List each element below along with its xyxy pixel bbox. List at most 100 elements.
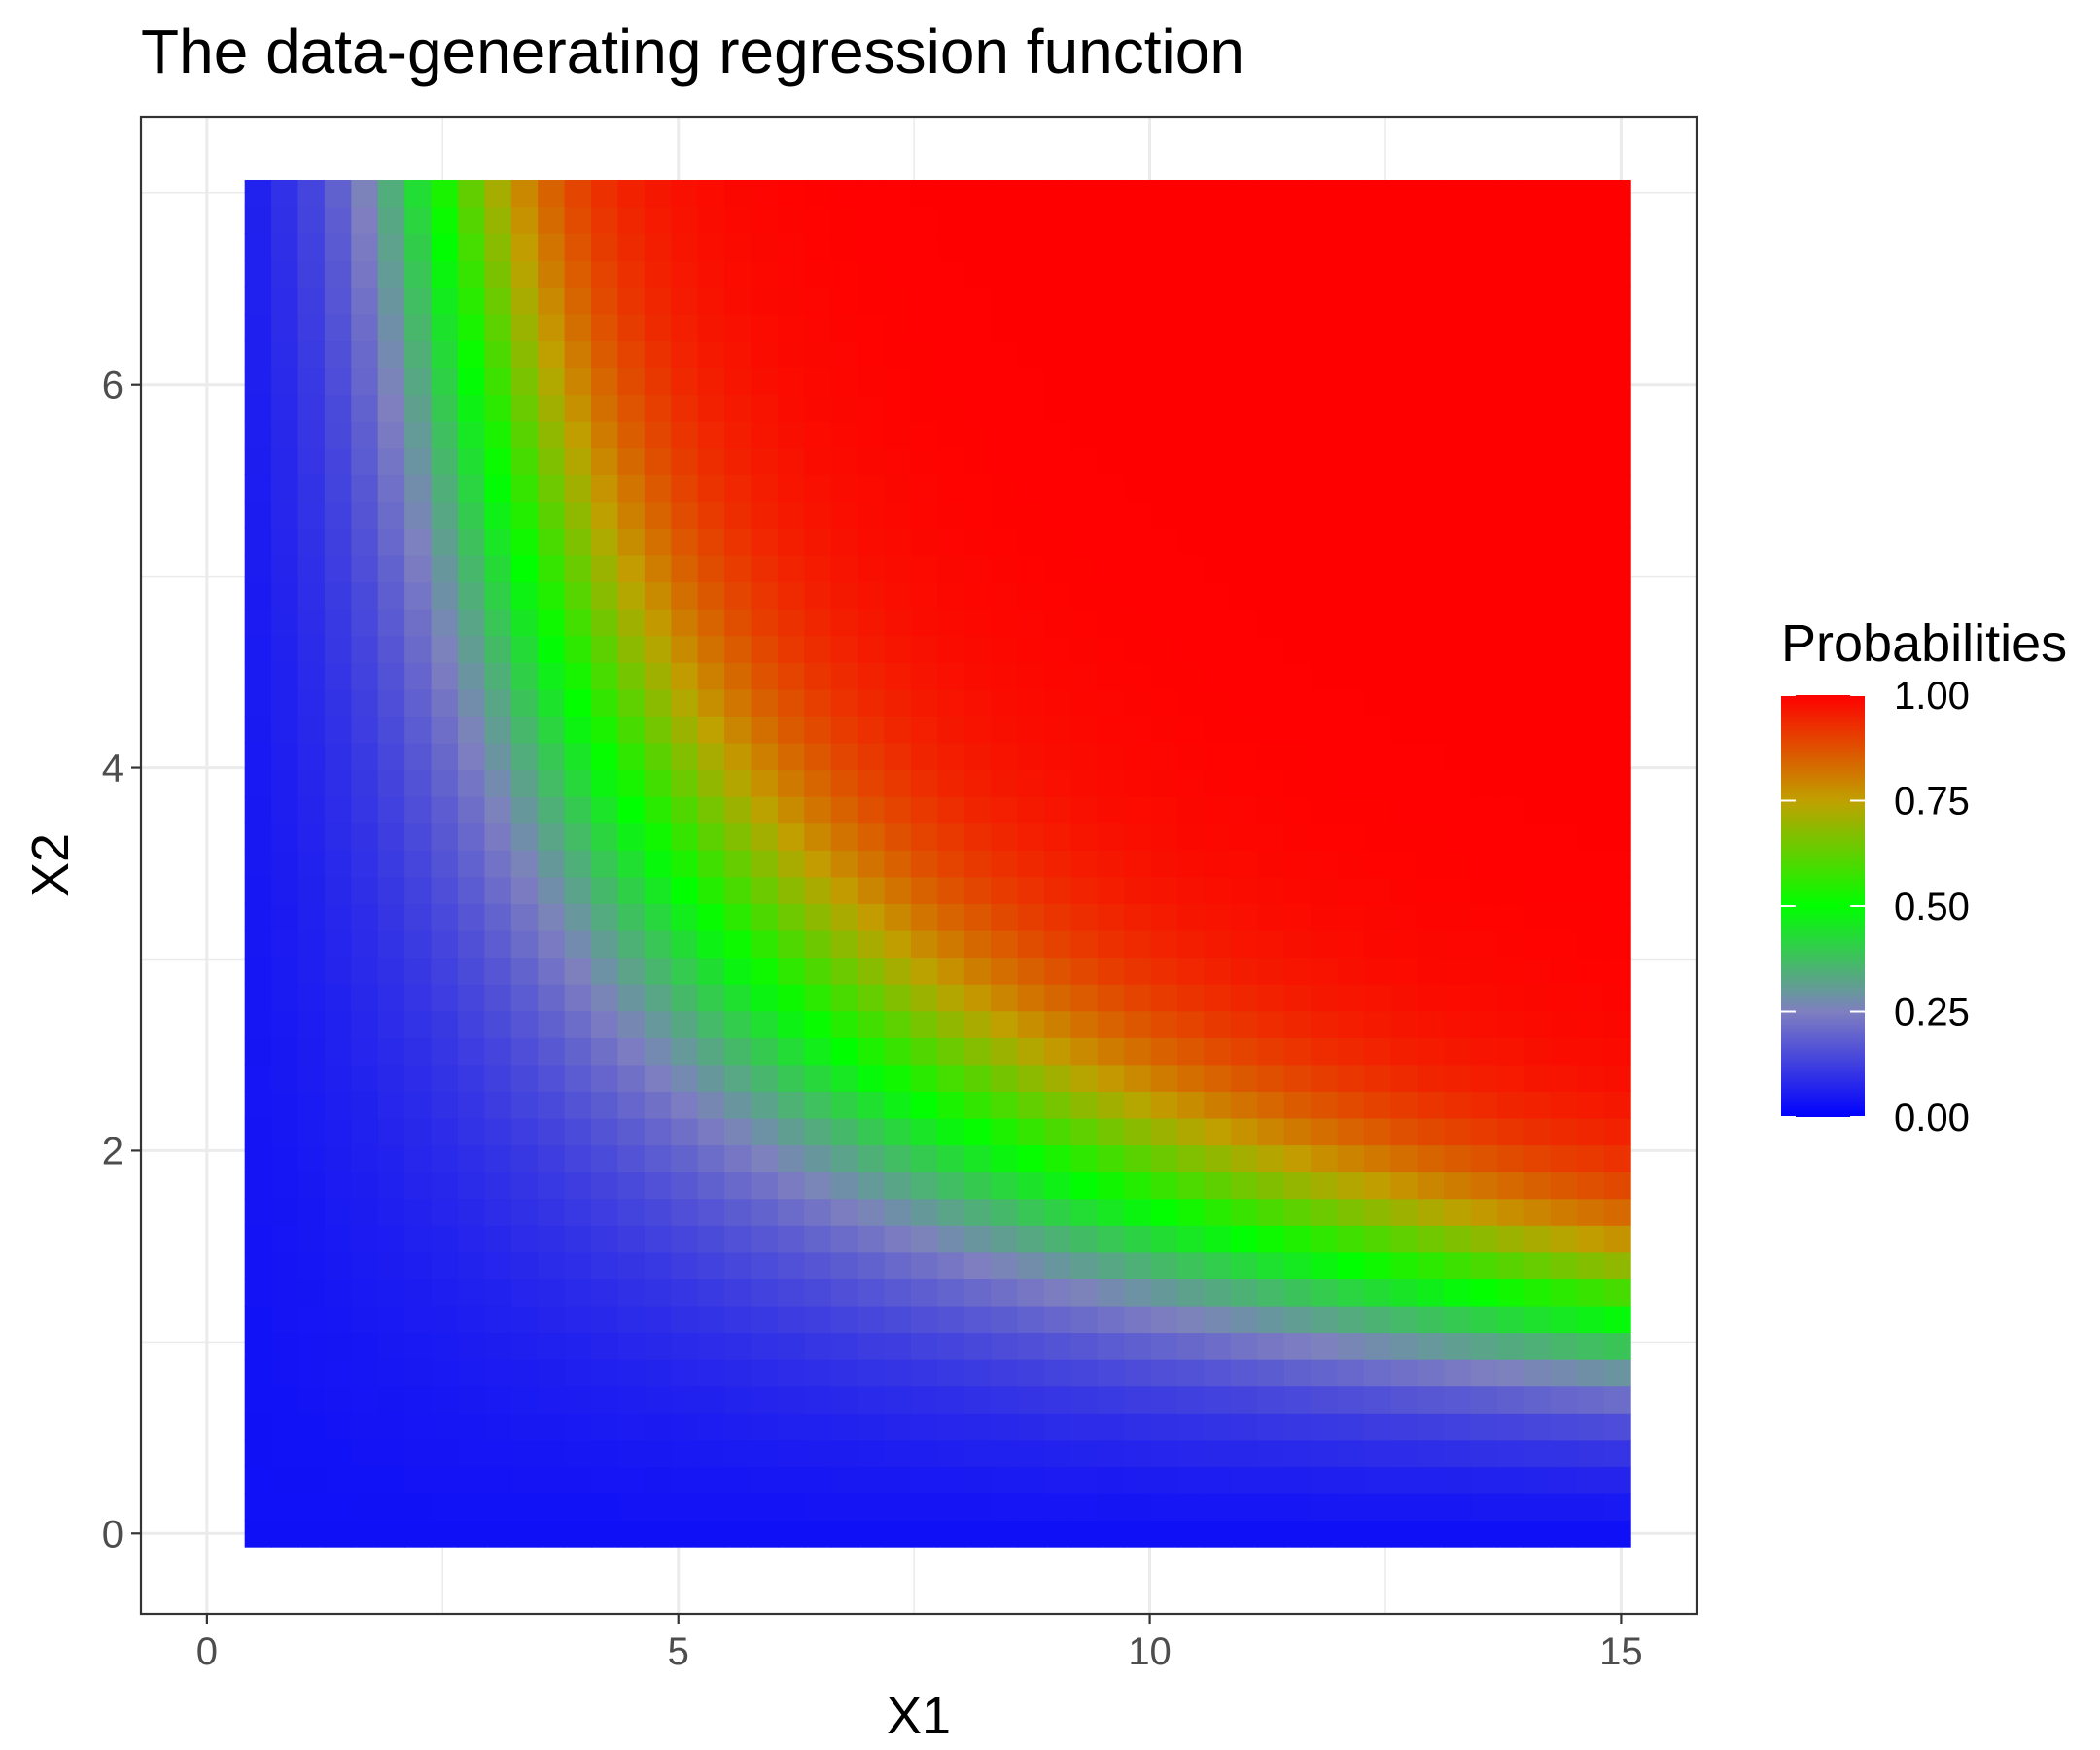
heatmap-tile bbox=[457, 1492, 485, 1522]
heatmap-tile bbox=[404, 1305, 433, 1334]
heatmap-tile bbox=[510, 1466, 539, 1494]
heatmap-tile bbox=[1364, 876, 1392, 904]
heatmap-tile bbox=[697, 474, 725, 503]
heatmap-tile bbox=[1311, 1520, 1339, 1548]
heatmap-tile bbox=[1603, 581, 1631, 610]
heatmap-tile bbox=[484, 1439, 512, 1467]
heatmap-tile bbox=[1523, 206, 1552, 234]
heatmap-tile bbox=[457, 1172, 485, 1200]
heatmap-tile bbox=[431, 742, 459, 771]
heatmap-tile bbox=[404, 635, 433, 663]
heatmap-tile bbox=[804, 1278, 832, 1307]
heatmap-tile bbox=[377, 394, 405, 422]
heatmap-tile bbox=[510, 850, 539, 878]
heatmap-tile bbox=[697, 287, 725, 315]
heatmap-tile bbox=[244, 1520, 272, 1548]
heatmap-tile bbox=[724, 501, 752, 529]
heatmap-tile bbox=[564, 447, 592, 475]
heatmap-tile bbox=[351, 421, 379, 449]
heatmap-tile bbox=[457, 769, 485, 797]
heatmap-tile bbox=[538, 179, 566, 208]
heatmap-tile bbox=[1070, 1225, 1099, 1253]
heatmap-tile bbox=[1311, 1466, 1339, 1494]
heatmap-tile bbox=[298, 1520, 326, 1548]
heatmap-tile bbox=[538, 581, 566, 610]
heatmap-tile bbox=[1257, 822, 1285, 851]
heatmap-tile bbox=[1150, 1225, 1178, 1253]
heatmap-tile bbox=[404, 367, 433, 396]
heatmap-tile bbox=[1337, 609, 1365, 637]
heatmap-tile bbox=[1177, 313, 1206, 342]
heatmap-tile bbox=[510, 1198, 539, 1226]
heatmap-tile bbox=[510, 742, 539, 771]
heatmap-tile bbox=[1364, 474, 1392, 503]
heatmap-tile bbox=[884, 1439, 912, 1467]
heatmap-tile bbox=[538, 984, 566, 1012]
heatmap-tile bbox=[1204, 716, 1232, 744]
heatmap-tile bbox=[591, 447, 619, 475]
heatmap-tile bbox=[431, 528, 459, 556]
heatmap-tile bbox=[804, 474, 832, 503]
heatmap-tile bbox=[377, 635, 405, 663]
heatmap-tile bbox=[271, 1278, 299, 1307]
heatmap-tile bbox=[1070, 1413, 1099, 1441]
heatmap-tile bbox=[324, 796, 352, 824]
heatmap-tile bbox=[1257, 957, 1285, 985]
heatmap-tile bbox=[963, 260, 992, 288]
heatmap-tile bbox=[564, 1332, 592, 1360]
heatmap-tile bbox=[1230, 1359, 1258, 1387]
heatmap-tile bbox=[298, 769, 326, 797]
heatmap-tile bbox=[351, 609, 379, 637]
heatmap-tile bbox=[617, 1198, 646, 1226]
heatmap-tile bbox=[777, 367, 805, 396]
heatmap-tile bbox=[1603, 822, 1631, 851]
heatmap-tile bbox=[1150, 287, 1178, 315]
heatmap-tile bbox=[1177, 1064, 1206, 1092]
heatmap-tile bbox=[1150, 688, 1178, 717]
heatmap-tile bbox=[1603, 1359, 1631, 1387]
heatmap-tile bbox=[351, 1359, 379, 1387]
heatmap-tile bbox=[1044, 1359, 1072, 1387]
heatmap-tile bbox=[1523, 1439, 1552, 1467]
heatmap-tile bbox=[804, 179, 832, 208]
heatmap-tile bbox=[858, 421, 886, 449]
heatmap-tile bbox=[777, 1492, 805, 1522]
heatmap-tile bbox=[1337, 716, 1365, 744]
heatmap-tile bbox=[644, 1413, 672, 1441]
heatmap-tile bbox=[644, 742, 672, 771]
heatmap-tile bbox=[271, 984, 299, 1012]
heatmap-tile bbox=[1603, 1172, 1631, 1200]
heatmap-tile bbox=[1523, 1091, 1552, 1119]
heatmap-tile bbox=[1390, 1439, 1418, 1467]
heatmap-tile bbox=[1124, 233, 1152, 262]
heatmap-tile bbox=[697, 1413, 725, 1441]
heatmap-tile bbox=[377, 1198, 405, 1226]
heatmap-tile bbox=[1523, 447, 1552, 475]
heatmap-tile bbox=[1390, 1198, 1418, 1226]
heatmap-tile bbox=[1311, 581, 1339, 610]
heatmap-tile bbox=[1177, 716, 1206, 744]
heatmap-tile bbox=[1311, 716, 1339, 744]
heatmap-tile bbox=[963, 340, 992, 368]
heatmap-tile bbox=[591, 501, 619, 529]
heatmap-tile bbox=[564, 179, 592, 208]
heatmap-tile bbox=[644, 581, 672, 610]
heatmap-tile bbox=[271, 179, 299, 208]
heatmap-tile bbox=[617, 233, 646, 262]
heatmap-tile bbox=[1470, 447, 1498, 475]
heatmap-tile bbox=[377, 554, 405, 583]
heatmap-tile bbox=[1230, 957, 1258, 985]
heatmap-tile bbox=[1390, 179, 1418, 208]
heatmap-tile bbox=[1230, 367, 1258, 396]
heatmap-tile bbox=[271, 1198, 299, 1226]
heatmap-tile bbox=[1017, 1198, 1045, 1226]
heatmap-tile bbox=[564, 796, 592, 824]
heatmap-tile bbox=[724, 876, 752, 904]
heatmap-tile bbox=[1470, 287, 1498, 315]
heatmap-tile bbox=[1470, 1466, 1498, 1494]
heatmap-tile bbox=[1444, 313, 1472, 342]
heatmap-tile bbox=[1550, 554, 1578, 583]
heatmap-tile bbox=[324, 769, 352, 797]
heatmap-tile bbox=[431, 554, 459, 583]
